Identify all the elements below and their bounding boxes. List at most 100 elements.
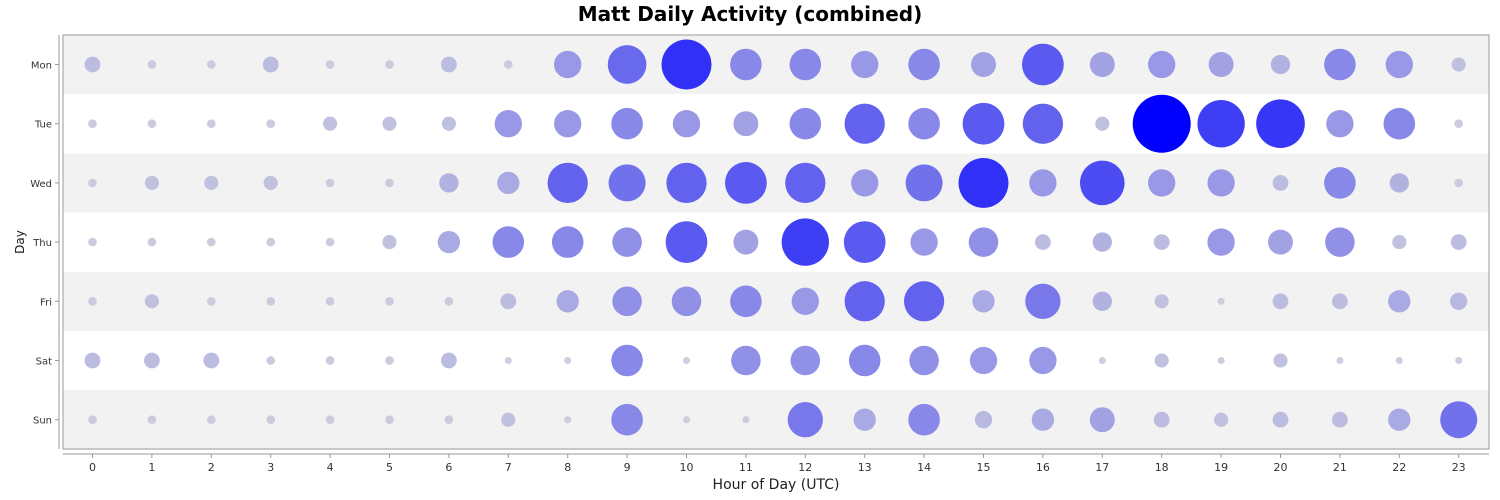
bubble-mon-4[interactable] (325, 60, 335, 69)
bubble-mon-13[interactable] (851, 50, 879, 79)
bubble-tue-13[interactable] (844, 103, 885, 144)
bubble-thu-0[interactable] (88, 237, 97, 247)
bubble-sun-11[interactable] (742, 416, 750, 424)
bubble-sun-17[interactable] (1089, 407, 1115, 433)
bubble-sun-1[interactable] (147, 415, 157, 425)
bubble-fri-3[interactable] (266, 296, 276, 306)
bubble-tue-10[interactable] (672, 110, 701, 138)
bubble-sat-6[interactable] (441, 352, 457, 369)
bubble-tue-7[interactable] (494, 110, 522, 138)
bubble-sun-6[interactable] (444, 415, 454, 425)
bubble-sun-18[interactable] (1153, 411, 1170, 428)
bubble-fri-1[interactable] (144, 294, 159, 309)
bubble-wed-17[interactable] (1079, 160, 1125, 206)
bubble-sat-5[interactable] (385, 356, 394, 365)
bubble-sat-8[interactable] (564, 356, 572, 365)
bubble-fri-6[interactable] (444, 296, 454, 306)
bubble-mon-12[interactable] (789, 48, 822, 81)
bubble-wed-15[interactable] (958, 157, 1009, 208)
bubble-thu-7[interactable] (492, 226, 525, 258)
bubble-tue-1[interactable] (147, 119, 157, 129)
bubble-mon-16[interactable] (1022, 43, 1064, 86)
bubble-sun-13[interactable] (853, 408, 876, 431)
bubble-wed-21[interactable] (1324, 167, 1356, 199)
bubble-thu-15[interactable] (968, 227, 999, 257)
bubble-thu-20[interactable] (1268, 229, 1293, 255)
bubble-mon-6[interactable] (441, 56, 457, 73)
bubble-sat-19[interactable] (1217, 356, 1225, 365)
bubble-mon-18[interactable] (1148, 50, 1176, 79)
bubble-sun-16[interactable] (1031, 408, 1055, 431)
bubble-sat-7[interactable] (504, 356, 512, 365)
bubble-sun-8[interactable] (564, 416, 572, 424)
bubble-mon-15[interactable] (971, 52, 996, 77)
bubble-tue-9[interactable] (611, 107, 643, 140)
bubble-sun-19[interactable] (1214, 412, 1229, 427)
bubble-sat-4[interactable] (325, 356, 335, 365)
bubble-fri-9[interactable] (612, 286, 642, 317)
bubble-sat-21[interactable] (1336, 356, 1344, 365)
bubble-fri-16[interactable] (1025, 283, 1061, 319)
bubble-mon-19[interactable] (1208, 52, 1234, 77)
bubble-wed-11[interactable] (725, 162, 767, 204)
bubble-fri-14[interactable] (903, 281, 945, 322)
bubble-sun-10[interactable] (682, 416, 691, 424)
bubble-sat-3[interactable] (266, 356, 276, 365)
bubble-mon-9[interactable] (607, 45, 647, 84)
bubble-thu-4[interactable] (325, 237, 335, 247)
bubble-fri-15[interactable] (972, 290, 995, 313)
bubble-wed-1[interactable] (144, 175, 159, 190)
bubble-wed-7[interactable] (497, 171, 520, 195)
bubble-fri-23[interactable] (1450, 292, 1468, 310)
bubble-tue-18[interactable] (1132, 94, 1191, 153)
bubble-sat-17[interactable] (1098, 356, 1106, 365)
bubble-tue-16[interactable] (1022, 103, 1064, 144)
bubble-thu-13[interactable] (843, 221, 886, 263)
bubble-sat-20[interactable] (1273, 353, 1288, 368)
bubble-sun-2[interactable] (206, 415, 216, 425)
bubble-mon-2[interactable] (206, 60, 216, 69)
bubble-mon-0[interactable] (84, 56, 101, 73)
bubble-tue-4[interactable] (323, 116, 338, 131)
bubble-wed-6[interactable] (439, 173, 459, 193)
bubble-wed-23[interactable] (1454, 178, 1464, 188)
bubble-sat-1[interactable] (144, 352, 160, 369)
bubble-thu-14[interactable] (910, 228, 938, 256)
bubble-wed-22[interactable] (1389, 173, 1409, 193)
bubble-tue-23[interactable] (1454, 119, 1464, 129)
bubble-wed-19[interactable] (1207, 169, 1235, 197)
bubble-wed-12[interactable] (785, 162, 826, 204)
bubble-wed-4[interactable] (325, 178, 335, 188)
bubble-sun-21[interactable] (1332, 411, 1348, 428)
bubble-wed-10[interactable] (666, 162, 707, 204)
bubble-fri-20[interactable] (1272, 293, 1289, 310)
bubble-wed-9[interactable] (608, 164, 646, 202)
bubble-mon-23[interactable] (1451, 57, 1466, 72)
bubble-sun-22[interactable] (1388, 408, 1411, 431)
bubble-sun-14[interactable] (908, 403, 940, 436)
bubble-sun-0[interactable] (88, 415, 97, 425)
bubble-thu-23[interactable] (1450, 234, 1467, 250)
bubble-thu-2[interactable] (206, 237, 216, 247)
bubble-sat-9[interactable] (611, 344, 643, 377)
bubble-sun-7[interactable] (501, 412, 516, 427)
bubble-fri-0[interactable] (88, 296, 97, 306)
bubble-thu-3[interactable] (266, 237, 276, 247)
bubble-mon-11[interactable] (730, 48, 762, 81)
bubble-fri-2[interactable] (206, 296, 216, 306)
bubble-fri-8[interactable] (556, 290, 579, 313)
bubble-sun-3[interactable] (266, 415, 276, 425)
bubble-thu-9[interactable] (612, 227, 642, 257)
bubble-tue-14[interactable] (908, 107, 940, 140)
bubble-thu-8[interactable] (551, 226, 584, 258)
bubble-wed-2[interactable] (204, 175, 219, 190)
bubble-tue-20[interactable] (1256, 99, 1305, 149)
bubble-fri-12[interactable] (791, 287, 819, 315)
bubble-tue-5[interactable] (382, 116, 397, 131)
bubble-sat-16[interactable] (1029, 346, 1057, 375)
bubble-wed-3[interactable] (263, 175, 278, 190)
bubble-thu-19[interactable] (1207, 228, 1235, 256)
bubble-thu-17[interactable] (1092, 232, 1112, 252)
bubble-tue-8[interactable] (554, 110, 582, 138)
bubble-tue-21[interactable] (1326, 110, 1354, 138)
